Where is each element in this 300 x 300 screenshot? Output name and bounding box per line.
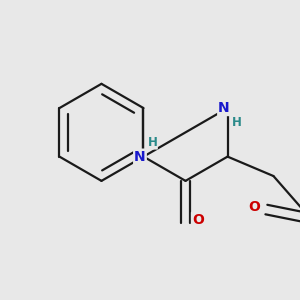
Text: H: H	[231, 116, 241, 129]
Text: O: O	[248, 200, 260, 214]
Text: O: O	[192, 213, 204, 227]
Text: N: N	[134, 150, 146, 164]
Text: N: N	[218, 101, 230, 115]
Text: H: H	[147, 136, 157, 149]
